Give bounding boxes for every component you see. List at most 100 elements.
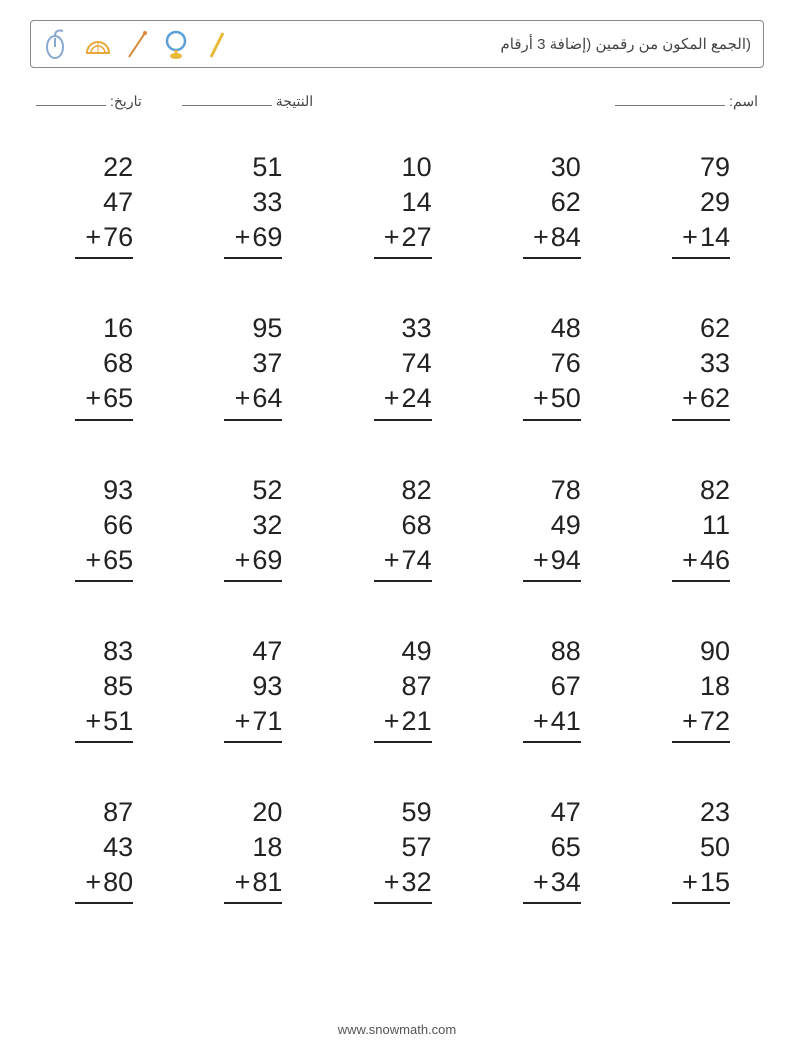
addend-1: 83	[44, 634, 133, 669]
addend-2: 76	[492, 346, 581, 381]
addend-3-row: +62	[641, 381, 730, 420]
problem: 7929+14	[641, 150, 750, 259]
addend-3-row: +69	[193, 543, 282, 582]
plus-sign: +	[235, 545, 251, 575]
footer-text: www.snowmath.com	[338, 1022, 456, 1037]
addend-2: 33	[641, 346, 730, 381]
plus-sign: +	[85, 222, 101, 252]
addend-1: 51	[193, 150, 282, 185]
plus-sign: +	[384, 867, 400, 897]
addend-3-row: +27	[342, 220, 431, 259]
problem: 7849+94	[492, 473, 601, 582]
date-label: تاريخ:	[110, 93, 142, 110]
addend-3-row: +50	[492, 381, 581, 420]
addend-2: 57	[342, 830, 431, 865]
addend-3-row: +14	[641, 220, 730, 259]
addend-2: 65	[492, 830, 581, 865]
needle-icon	[123, 27, 151, 61]
addend-3-row: +34	[492, 865, 581, 904]
name-field: اسم:	[615, 90, 758, 110]
plus-sign: +	[533, 222, 549, 252]
addend-1: 87	[44, 795, 133, 830]
addend-1: 52	[193, 473, 282, 508]
problem: 1014+27	[342, 150, 451, 259]
name-blank	[615, 90, 725, 106]
addend-3-row: +81	[193, 865, 282, 904]
problem: 9537+64	[193, 311, 302, 420]
addend-1: 30	[492, 150, 581, 185]
addend-1: 47	[193, 634, 282, 669]
addend-2: 18	[193, 830, 282, 865]
addend-1: 23	[641, 795, 730, 830]
addend-3-row: +72	[641, 704, 730, 743]
date-field: تاريخ:	[36, 90, 142, 110]
plus-sign: +	[85, 706, 101, 736]
plus-sign: +	[682, 545, 698, 575]
addend-1: 48	[492, 311, 581, 346]
date-blank	[36, 90, 106, 106]
addend-2: 43	[44, 830, 133, 865]
plus-sign: +	[85, 383, 101, 413]
addend-3-row: +65	[44, 381, 133, 420]
addend-3-row: +24	[342, 381, 431, 420]
addend-1: 10	[342, 150, 431, 185]
plus-sign: +	[533, 383, 549, 413]
plus-sign: +	[384, 222, 400, 252]
addend-2: 32	[193, 508, 282, 543]
plus-sign: +	[235, 222, 251, 252]
problem: 3062+84	[492, 150, 601, 259]
problem: 3374+24	[342, 311, 451, 420]
problem: 8867+41	[492, 634, 601, 743]
plus-sign: +	[235, 383, 251, 413]
problem: 2350+15	[641, 795, 750, 904]
addend-3-row: +21	[342, 704, 431, 743]
addend-3-row: +65	[44, 543, 133, 582]
addend-2: 85	[44, 669, 133, 704]
problem: 5232+69	[193, 473, 302, 582]
problem: 2247+76	[44, 150, 153, 259]
plus-sign: +	[533, 545, 549, 575]
addend-1: 88	[492, 634, 581, 669]
addend-2: 87	[342, 669, 431, 704]
plus-sign: +	[533, 867, 549, 897]
plus-sign: +	[235, 867, 251, 897]
addend-3-row: +71	[193, 704, 282, 743]
problem: 4987+21	[342, 634, 451, 743]
addend-2: 68	[44, 346, 133, 381]
problem: 8385+51	[44, 634, 153, 743]
plus-sign: +	[384, 545, 400, 575]
problem: 8211+46	[641, 473, 750, 582]
addend-1: 16	[44, 311, 133, 346]
addend-2: 29	[641, 185, 730, 220]
addend-3-row: +15	[641, 865, 730, 904]
plus-sign: +	[384, 706, 400, 736]
problem: 4876+50	[492, 311, 601, 420]
addend-1: 93	[44, 473, 133, 508]
problem: 4793+71	[193, 634, 302, 743]
addend-3-row: +80	[44, 865, 133, 904]
addend-2: 66	[44, 508, 133, 543]
problem: 9366+65	[44, 473, 153, 582]
addend-2: 14	[342, 185, 431, 220]
plus-sign: +	[682, 383, 698, 413]
addend-2: 11	[641, 508, 730, 543]
plus-sign: +	[682, 867, 698, 897]
addend-3-row: +94	[492, 543, 581, 582]
protractor-icon	[83, 27, 111, 61]
name-label: اسم:	[729, 93, 758, 110]
addend-3-row: +74	[342, 543, 431, 582]
addend-3-row: +41	[492, 704, 581, 743]
score-label: النتيجة	[276, 93, 313, 110]
plus-sign: +	[235, 706, 251, 736]
magnifier-icon	[163, 27, 191, 61]
addend-1: 82	[342, 473, 431, 508]
addend-2: 47	[44, 185, 133, 220]
addend-1: 78	[492, 473, 581, 508]
problem: 8268+74	[342, 473, 451, 582]
addend-1: 82	[641, 473, 730, 508]
addend-2: 67	[492, 669, 581, 704]
addend-2: 18	[641, 669, 730, 704]
addend-2: 62	[492, 185, 581, 220]
addend-2: 49	[492, 508, 581, 543]
plus-sign: +	[85, 545, 101, 575]
